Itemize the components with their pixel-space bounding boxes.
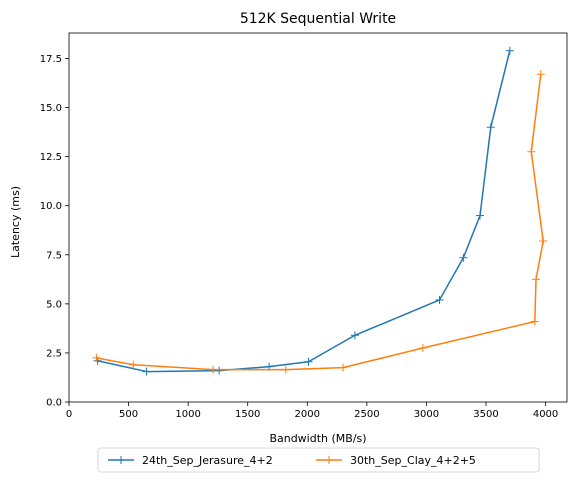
data-point — [350, 331, 359, 340]
x-tick-label: 2000 — [295, 409, 320, 420]
y-tick-label: 5.0 — [46, 299, 62, 310]
x-tick-label: 2500 — [354, 409, 379, 420]
data-point — [476, 211, 485, 220]
data-point — [92, 353, 101, 362]
x-tick-label: 4000 — [533, 409, 558, 420]
y-tick-label: 2.5 — [46, 348, 62, 359]
axes-frame — [68, 32, 568, 403]
data-point — [215, 366, 224, 375]
data-point — [209, 365, 218, 374]
y-tick-label: 15.0 — [40, 103, 62, 114]
data-point — [435, 295, 444, 304]
data-point — [486, 123, 495, 132]
x-tick-label: 3500 — [473, 409, 498, 420]
data-point — [505, 46, 514, 55]
y-tick-label: 17.5 — [40, 54, 62, 65]
data-point — [304, 357, 313, 366]
legend: 24th_Sep_Jerasure_4+2 30th_Sep_Clay_4+2+5 — [97, 447, 540, 473]
data-point — [281, 365, 290, 374]
series-2 — [92, 70, 548, 374]
legend-entry-1: 24th_Sep_Jerasure_4+2 — [108, 454, 273, 467]
y-tick-label: 7.5 — [46, 250, 62, 261]
series-1 — [93, 46, 514, 376]
x-axis-label: Bandwidth (MB/s) — [269, 432, 366, 445]
y-axis-label: Latency (ms) — [9, 186, 22, 258]
x-tick-label: 1500 — [235, 409, 260, 420]
y-tick-label: 10.0 — [40, 201, 62, 212]
y-tick-label: 0.0 — [46, 398, 62, 409]
x-tick-label: 1000 — [175, 409, 200, 420]
x-tick-label: 500 — [119, 409, 138, 420]
data-point — [536, 70, 545, 79]
x-tick-label: 0 — [66, 409, 72, 420]
series-line — [97, 50, 511, 373]
y-tick-label: 12.5 — [40, 152, 62, 163]
legend-label: 24th_Sep_Jerasure_4+2 — [142, 454, 273, 467]
series-line — [96, 74, 544, 371]
plot-area: 0 500 1000 1500 2000 2500 3000 3500 4000 0.0 2.5 5.… — [40, 32, 568, 420]
data-point — [530, 317, 539, 326]
x-tick-label: 3000 — [414, 409, 439, 420]
data-point — [142, 367, 151, 376]
data-point — [418, 344, 427, 353]
data-point — [339, 363, 348, 372]
chart-title: 512K Sequential Write — [240, 11, 396, 27]
legend-label: 30th_Sep_Clay_4+2+5 — [350, 454, 476, 467]
data-point — [539, 237, 548, 246]
data-point — [532, 275, 541, 284]
data-point — [459, 253, 468, 262]
data-point — [527, 147, 536, 156]
data-point — [129, 360, 138, 369]
legend-entry-2: 30th_Sep_Clay_4+2+5 — [316, 454, 476, 467]
